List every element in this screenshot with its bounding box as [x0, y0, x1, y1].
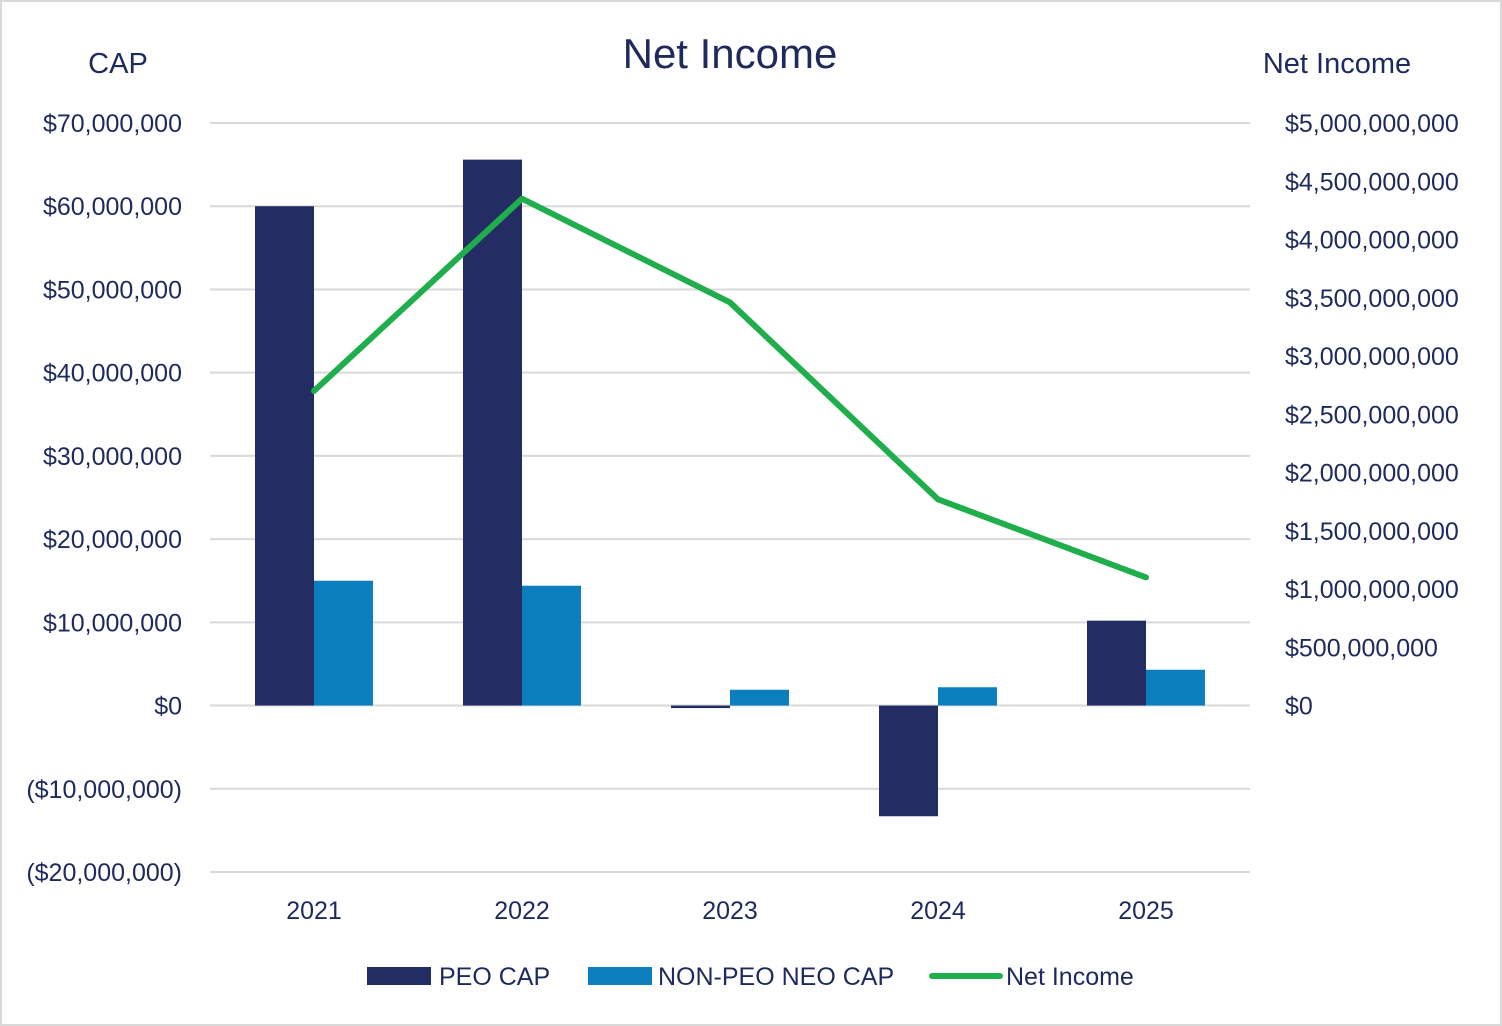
- legend-label: Net Income: [1006, 963, 1134, 991]
- chart-title: Net Income: [623, 30, 838, 77]
- left-axis-tick-label: $0: [154, 693, 182, 721]
- x-axis-category-label: 2025: [1118, 897, 1174, 925]
- right-axis-tick-label: $1,000,000,000: [1285, 576, 1459, 604]
- legend-label: NON-PEO NEO CAP: [658, 963, 894, 991]
- axis-labels: $70,000,000 $60,000,000 $50,000,000 $40,000…: [26, 110, 1458, 925]
- right-axis-title: Net Income: [1263, 48, 1411, 80]
- bars: [255, 159, 1205, 817]
- peo-cap-bar: [879, 705, 938, 817]
- peo-cap-bar: [255, 206, 314, 706]
- left-axis-tick-label: $30,000,000: [43, 443, 182, 471]
- legend-swatch-non-peo-neo-cap: [588, 967, 652, 985]
- right-axis-tick-label: $0: [1285, 693, 1313, 721]
- net-income-line: [311, 195, 1149, 581]
- right-axis-tick-label: $4,000,000,000: [1285, 227, 1459, 255]
- non-peo-neo-cap-bar: [938, 687, 997, 706]
- left-axis-tick-label: $60,000,000: [43, 193, 182, 221]
- right-axis-tick-label: $2,000,000,000: [1285, 460, 1459, 488]
- legend-label: PEO CAP: [439, 963, 550, 991]
- non-peo-neo-cap-bar: [730, 689, 789, 706]
- non-peo-neo-cap-bar: [314, 580, 373, 706]
- left-axis-tick-label: $70,000,000: [43, 110, 182, 138]
- x-axis-category-label: 2023: [702, 897, 758, 925]
- peo-cap-bar: [463, 159, 522, 706]
- peo-cap-bar: [1087, 620, 1146, 706]
- non-peo-neo-cap-bar: [522, 585, 581, 706]
- net-income-point: [727, 299, 733, 306]
- right-axis-tick-label: $4,500,000,000: [1285, 168, 1459, 196]
- net-income-point: [519, 195, 525, 202]
- left-axis-title: CAP: [88, 48, 148, 80]
- left-axis-tick-label: $50,000,000: [43, 276, 182, 304]
- right-axis-tick-label: $500,000,000: [1285, 634, 1438, 662]
- net-income-point: [935, 496, 941, 503]
- legend-swatch-peo-cap: [367, 967, 431, 985]
- left-axis-tick-label: $10,000,000: [43, 609, 182, 637]
- left-axis-tick-label: ($20,000,000): [26, 859, 182, 887]
- right-axis-tick-label: $3,000,000,000: [1285, 343, 1459, 371]
- x-axis-category-label: 2021: [286, 897, 342, 925]
- non-peo-neo-cap-bar: [1146, 669, 1205, 706]
- right-axis-tick-label: $2,500,000,000: [1285, 401, 1459, 429]
- right-axis-tick-label: $3,500,000,000: [1285, 285, 1459, 313]
- legend: PEO CAP NON-PEO NEO CAP Net Income: [367, 963, 1134, 991]
- left-axis-tick-label: ($10,000,000): [26, 776, 182, 804]
- right-axis-tick-label: $5,000,000,000: [1285, 110, 1459, 138]
- x-axis-category-label: 2022: [494, 897, 550, 925]
- x-axis-category-label: 2024: [910, 897, 966, 925]
- net-income-point: [311, 387, 317, 394]
- left-axis-tick-label: $40,000,000: [43, 360, 182, 388]
- net-income-line-path: [311, 195, 1148, 581]
- right-axis-tick-label: $1,500,000,000: [1285, 518, 1459, 546]
- gridlines: [210, 122, 1250, 873]
- net-income-point: [1143, 574, 1149, 581]
- peo-cap-bar: [671, 705, 730, 709]
- left-axis-tick-label: $20,000,000: [43, 526, 182, 554]
